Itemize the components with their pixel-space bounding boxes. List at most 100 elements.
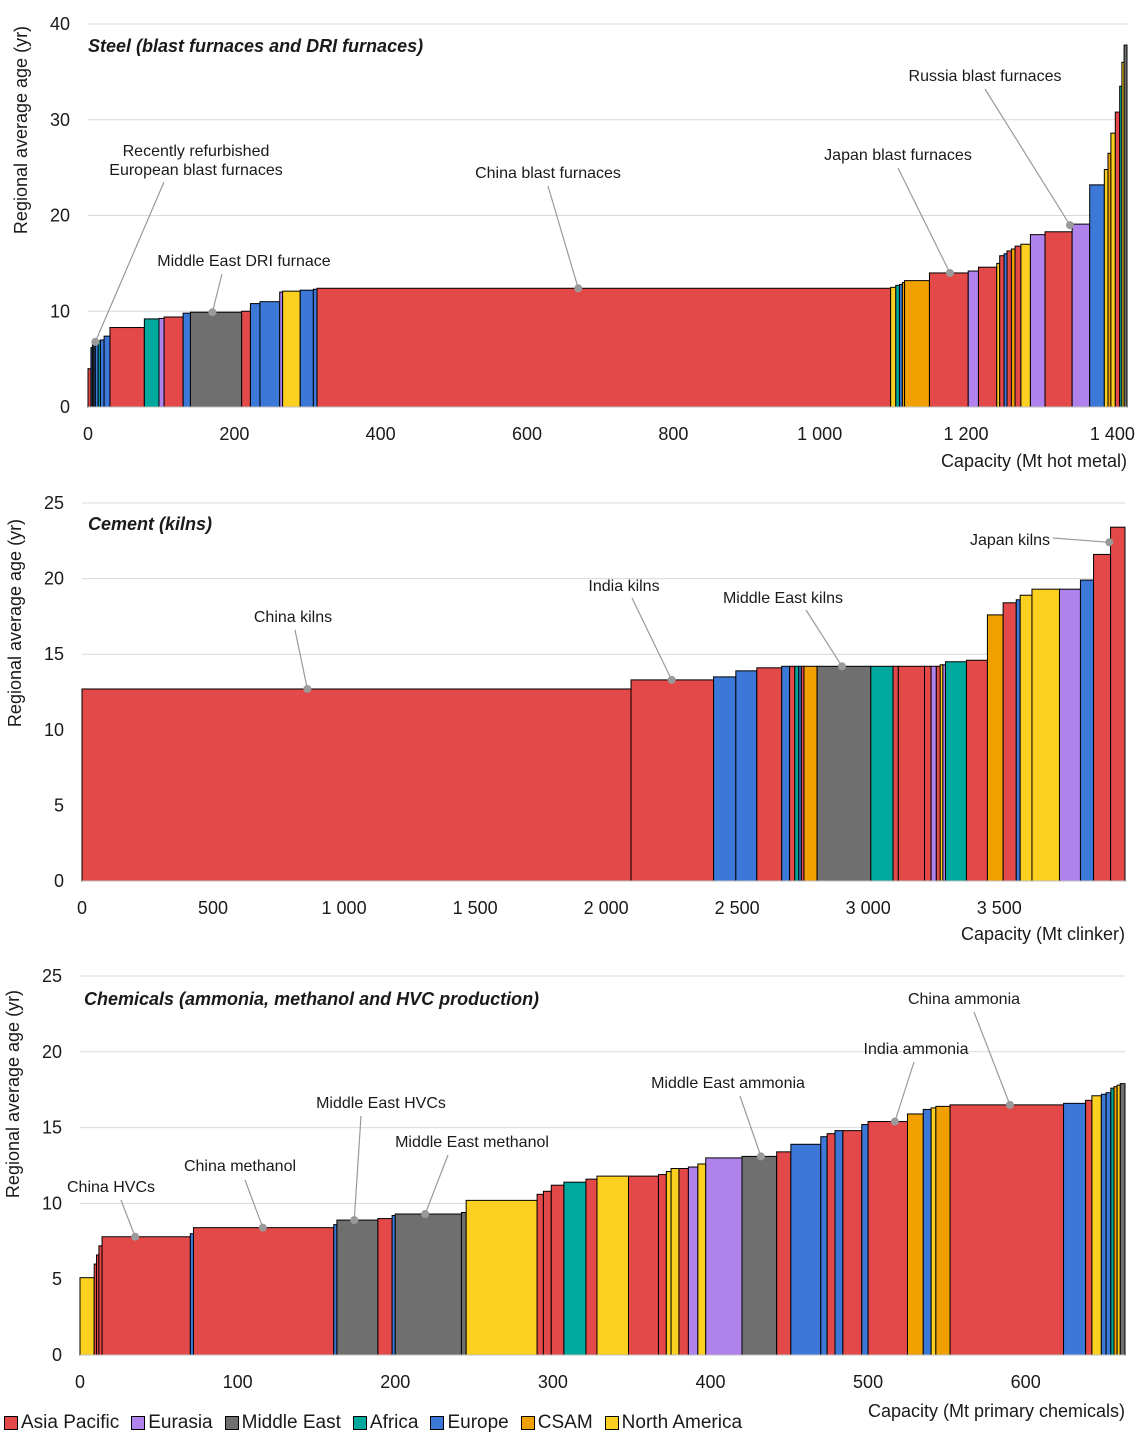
legend-item-north-america[interactable]: North America: [604, 1412, 743, 1434]
bar: [630, 679, 715, 882]
bar: [377, 1218, 393, 1356]
legend-label: North America: [621, 1412, 743, 1433]
bar: [282, 290, 301, 408]
bar: [949, 1104, 1065, 1356]
annotation-label: Russia blast furnaces: [909, 68, 1062, 85]
y-tick-label: 0: [60, 397, 70, 417]
annotation-dot: [667, 675, 676, 684]
annotation-label: China HVCs: [67, 1179, 155, 1196]
bar: [678, 1168, 689, 1356]
bar: [999, 255, 1005, 408]
annotation-line: Recently refurbished: [123, 143, 270, 160]
bar: [1010, 248, 1016, 408]
bar: [890, 286, 897, 408]
annotation-leader: [897, 167, 951, 274]
y-tick-label: 15: [42, 1118, 62, 1138]
y-tick-label: 25: [42, 966, 62, 986]
bar: [103, 335, 111, 408]
annotation-dot: [756, 1152, 765, 1161]
bar: [585, 1178, 598, 1356]
bar: [336, 1219, 379, 1356]
bar: [670, 1168, 680, 1356]
legend-item-africa[interactable]: Africa: [352, 1412, 419, 1434]
legend-label: Africa: [369, 1412, 419, 1433]
annotation-leader: [211, 273, 223, 313]
bar: [781, 665, 791, 882]
legend-label: Asia Pacific: [21, 1412, 120, 1433]
bar: [965, 659, 988, 882]
bar: [81, 688, 632, 882]
x-tick-label: 400: [366, 424, 396, 444]
chart-title: Cement (kilns): [88, 514, 212, 534]
annotation-leader: [244, 1179, 264, 1228]
annotation-leader: [294, 629, 308, 690]
annotation-leader: [120, 1199, 136, 1237]
bar: [1031, 588, 1060, 882]
bar: [922, 1108, 932, 1356]
bar: [834, 1130, 844, 1356]
bar: [259, 301, 281, 408]
annotation-label: Recently refurbished European blast furna…: [109, 143, 282, 179]
bar: [803, 665, 818, 882]
legend-swatch: [604, 1416, 619, 1430]
bar: [163, 316, 184, 408]
bar: [1002, 602, 1017, 882]
bar: [897, 665, 926, 882]
bar: [316, 287, 892, 408]
annotation-label: Japan kilns: [970, 532, 1050, 549]
y-tick-label: 20: [44, 569, 64, 589]
bar: [906, 1113, 924, 1356]
y-tick-label: 20: [42, 1042, 62, 1062]
annotation-dot: [1105, 538, 1114, 547]
legend-swatch: [520, 1416, 535, 1430]
x-tick-label: 1 500: [453, 898, 498, 918]
legend-item-csam[interactable]: CSAM: [520, 1412, 593, 1434]
y-tick-label: 30: [50, 110, 70, 130]
annotation-label: Middle East DRI furnace: [157, 253, 331, 270]
annotation-label: Middle East methanol: [395, 1134, 549, 1151]
bar: [665, 1171, 672, 1356]
bar: [1103, 169, 1109, 408]
annotation-label: India ammonia: [864, 1041, 969, 1058]
bar: [312, 288, 318, 408]
annotation-dot: [91, 337, 100, 346]
annotation-dot: [1005, 1100, 1014, 1109]
chart-title: Chemicals (ammonia, methanol and HVC pro…: [84, 989, 539, 1009]
x-tick-label: 1 200: [944, 424, 989, 444]
annotation-leader: [547, 185, 579, 289]
legend-item-eurasia[interactable]: Eurasia: [131, 1412, 213, 1434]
legend-label: CSAM: [537, 1412, 593, 1433]
bar: [928, 272, 969, 408]
bar: [1014, 245, 1022, 408]
legend-swatch: [430, 1416, 445, 1430]
y-tick-label: 40: [50, 14, 70, 34]
bar: [705, 1157, 743, 1356]
bar: [536, 1193, 544, 1356]
bar: [101, 1236, 191, 1356]
annotation-leader: [894, 1061, 915, 1122]
annotation-label: Japan blast furnaces: [824, 147, 972, 164]
legend-item-middle-east[interactable]: Middle East: [224, 1412, 341, 1434]
y-tick-label: 10: [50, 301, 70, 321]
bar: [1006, 250, 1012, 408]
bar: [628, 1175, 659, 1356]
legend-item-asia-pacific[interactable]: Asia Pacific: [4, 1412, 119, 1434]
bar: [542, 1190, 552, 1356]
x-tick-label: 0: [83, 424, 93, 444]
x-tick-label: 400: [695, 1372, 725, 1392]
annotation-dot: [574, 284, 583, 293]
legend-item-europe[interactable]: Europe: [430, 1412, 509, 1434]
bar: [1123, 44, 1128, 408]
bar: [935, 1105, 951, 1356]
y-axis-label: Regional average age (yr): [3, 990, 23, 1198]
bar: [944, 661, 967, 882]
bar: [892, 665, 899, 882]
bar: [1119, 1083, 1126, 1356]
bar: [1100, 1093, 1107, 1356]
bar: [657, 1174, 667, 1356]
bar: [790, 1143, 822, 1356]
bar: [935, 665, 941, 882]
bar: [189, 311, 243, 408]
